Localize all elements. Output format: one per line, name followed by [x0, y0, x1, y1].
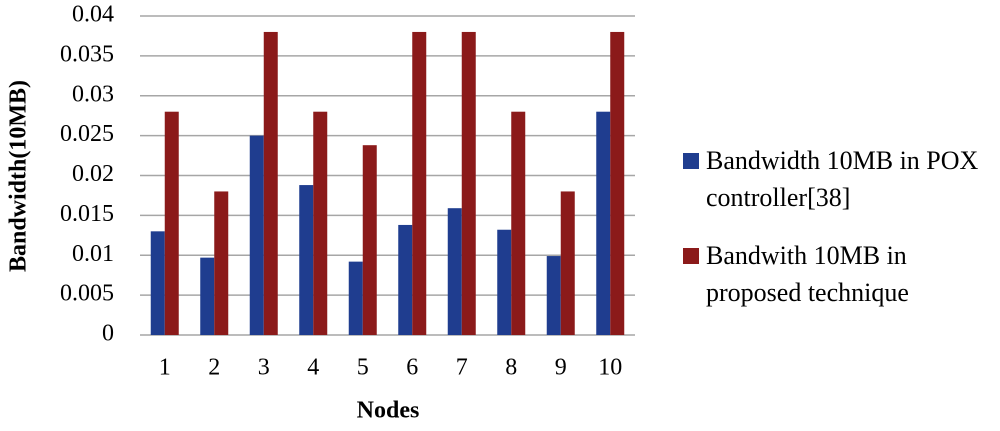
bar — [546, 256, 561, 335]
y-tick-label: 0 — [102, 321, 114, 347]
legend-swatch — [683, 153, 699, 169]
bar — [511, 111, 526, 335]
x-tick-label: 3 — [258, 355, 270, 381]
y-tick-label: 0.015 — [60, 201, 114, 227]
x-tick-label: 4 — [307, 355, 319, 381]
y-tick-label: 0.02 — [72, 161, 114, 187]
bar — [497, 229, 512, 335]
bar — [150, 231, 165, 335]
y-tick-label: 0.03 — [72, 81, 114, 107]
legend-item: Bandwith 10MB in proposed technique — [683, 237, 1000, 311]
x-tick-label: 6 — [406, 355, 418, 381]
bar — [313, 111, 328, 335]
x-tick-label: 1 — [159, 355, 171, 381]
bar — [214, 191, 229, 335]
bar — [610, 31, 625, 335]
bar — [447, 208, 462, 335]
legend-swatch — [683, 248, 699, 264]
x-tick-label: 10 — [598, 355, 622, 381]
bar — [596, 111, 611, 335]
bar — [560, 191, 575, 335]
y-tick-label: 0.005 — [60, 281, 114, 307]
x-tick-label: 9 — [555, 355, 567, 381]
bar — [164, 111, 179, 335]
y-tick-label: 0.01 — [72, 241, 114, 267]
legend-label: Bandwith 10MB in proposed technique — [706, 241, 909, 307]
bar — [200, 257, 215, 335]
bar — [398, 224, 413, 335]
bar — [461, 31, 476, 335]
legend-label: Bandwidth 10MB in POX controller[38] — [706, 146, 979, 212]
y-tick-label: 0.04 — [72, 2, 114, 28]
bar — [348, 261, 363, 335]
legend-item: Bandwidth 10MB in POX controller[38] — [683, 142, 1000, 216]
y-tick-label: 0.025 — [60, 121, 114, 147]
x-tick-label: 7 — [456, 355, 468, 381]
bar — [249, 135, 264, 335]
x-axis-title: Nodes — [357, 398, 420, 424]
bar — [412, 31, 427, 335]
x-tick-label: 8 — [505, 355, 517, 381]
bar — [299, 185, 314, 335]
y-axis-title: Bandwidth(10MB) — [6, 80, 32, 272]
x-tick-label: 2 — [208, 355, 220, 381]
bar — [362, 145, 377, 335]
bar — [263, 31, 278, 335]
y-tick-label: 0.035 — [60, 41, 114, 67]
x-tick-label: 5 — [357, 355, 369, 381]
